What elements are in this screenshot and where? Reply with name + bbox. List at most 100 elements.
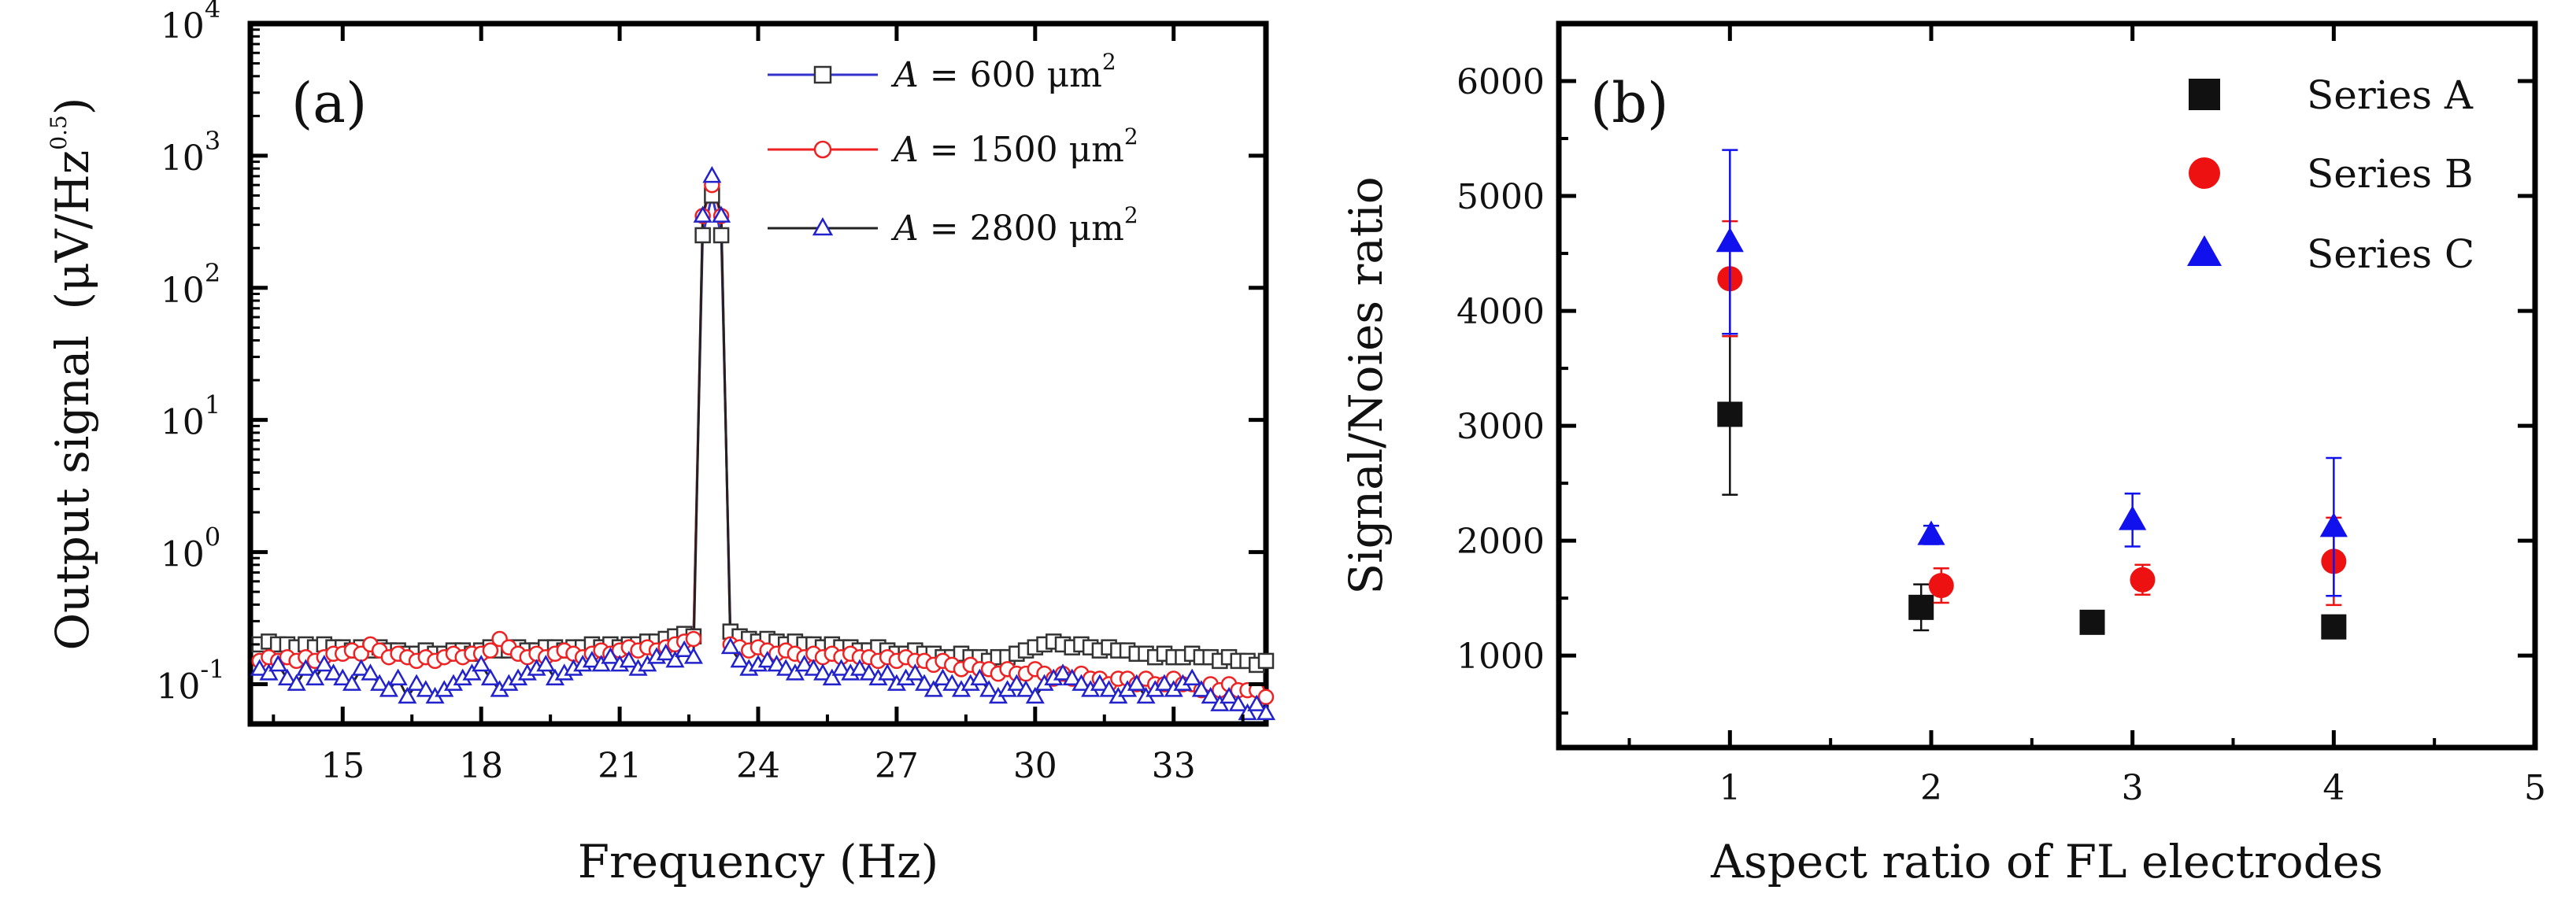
chart-a-x-tick-label: 18 (459, 746, 503, 786)
chart-a-point (296, 659, 316, 676)
chart-b-point (1715, 227, 1744, 253)
chart-a-point (1099, 680, 1119, 697)
chart-b-y-tick-label: 5000 (1456, 177, 1545, 217)
chart-a-point (656, 643, 675, 661)
chart-a-point (472, 655, 491, 672)
chart-a-y-tick-label: 10-1 (156, 654, 224, 707)
chart-a-point (268, 655, 288, 672)
chart-a-point (407, 674, 427, 691)
chart-a-legend-label-1: A = 1500 μm2 (890, 124, 1138, 170)
chart-a-y-tick-label: 104 (161, 0, 220, 46)
chart-b-point (2321, 614, 2347, 640)
svg-text:Output signal (μV/Hz0.: Output signal (μV/Hz0.5) (46, 98, 99, 651)
chart-a-point (767, 655, 786, 672)
chart-b-legend-label-2: Series C (2307, 231, 2474, 277)
chart-a-x-tick-label: 15 (320, 746, 365, 786)
chart-a-point (1191, 680, 1211, 697)
chart-a-point (665, 651, 685, 668)
chart-b-panel-label: (b) (1590, 71, 1668, 135)
chart-b-legend-marker-2 (2187, 235, 2222, 266)
chart-b-plot-frame (1556, 20, 2538, 751)
chart-b-y-axis-label: Signal/Noies ratio (1339, 176, 1393, 594)
chart-b-legend-label-1: Series B (2307, 151, 2474, 197)
chart-b-x-tick-label: 2 (1920, 768, 1942, 808)
chart-a-point (1220, 686, 1239, 704)
chart-a-x-tick-label: 24 (736, 746, 780, 786)
chart-a-point (601, 647, 620, 664)
chart-a-point (712, 205, 731, 223)
chart-a-axes: 15 18 21 24 27 30 33 10-1 100 101 102 103 104 (156, 0, 1266, 786)
chart-a-point (314, 655, 334, 672)
chart-a-legend-label-2: A = 2800 μm2 (890, 202, 1138, 249)
chart-a-y-axis-label: Output signal (μV/Hz0.5) (46, 98, 99, 651)
chart-a-point (287, 674, 306, 691)
chart-a-plot-frame (247, 20, 1269, 727)
chart-a-series-line-1 (259, 180, 1267, 698)
chart-a-legend-label-0: A = 600 μm2 (890, 49, 1116, 95)
chart-a-point (536, 655, 556, 672)
chart-a-point (757, 651, 777, 668)
chart-a-series-markers-1 (251, 176, 1275, 705)
chart-a-y-tick-label: 100 (161, 522, 220, 575)
chart-a-y-tick-label: 101 (161, 390, 220, 443)
chart-a-point (923, 680, 943, 697)
chart-a-point (259, 663, 279, 681)
chart-a-point (804, 659, 824, 676)
chart-b-point (2079, 609, 2105, 635)
chart-a-point (361, 663, 380, 681)
chart-a-x-tick-label: 27 (875, 746, 919, 786)
chart-a-series-markers-0 (251, 187, 1275, 674)
chart-b-y-tick-label: 3000 (1456, 407, 1545, 447)
chart-a-point (859, 663, 879, 681)
chart-b-point (2319, 512, 2348, 537)
chart-a-point (813, 663, 833, 681)
chart-a-point (250, 659, 269, 676)
chart-a-point (1257, 652, 1275, 670)
chart-b-axes: 1 2 3 4 5 1000 2000 3000 4000 5000 6000 (1456, 24, 2546, 808)
chart-a-y-label-text: Output signal (46, 335, 99, 650)
chart-b-series-0 (1717, 333, 2347, 640)
chart-a-point (1183, 668, 1202, 685)
chart-a-point (685, 630, 702, 648)
chart-a-point (305, 668, 325, 685)
chart-b-x-tick-label: 4 (2322, 768, 2345, 808)
chart-a-point (979, 680, 999, 697)
chart-b-data-layer (1715, 149, 2348, 640)
chart-a-point (277, 668, 297, 685)
chart-a-legend: A = 600 μm2 A = 1500 μm2 A = 2800 μm2 (768, 49, 1138, 249)
chart-a-point (683, 647, 703, 664)
chart-a-point (776, 659, 796, 676)
chart-b-x-tick-label: 3 (2122, 768, 2144, 808)
chart-b-series-1 (1717, 220, 2347, 607)
chart-a-y-label-unit-close: ) (46, 98, 99, 116)
chart-a-data-layer (250, 166, 1276, 721)
chart-a-point (388, 668, 408, 685)
chart-a-point (379, 680, 398, 697)
chart-a-point (342, 674, 362, 691)
chart-a-point (619, 651, 638, 668)
chart-a-point (1154, 674, 1175, 691)
chart-b-point (2119, 505, 2147, 530)
chart-b-legend: Series A Series B Series C (2187, 72, 2474, 277)
chart-a-point (1007, 674, 1027, 691)
chart-a-point (693, 205, 712, 223)
chart-a-point (831, 659, 851, 676)
chart-b-x-axis-label: Aspect ratio of FL electrodes (1710, 835, 2383, 888)
chart-a-point (712, 227, 730, 244)
chart-b-y-tick-label: 1000 (1456, 637, 1545, 677)
chart-b-legend-marker-1 (2189, 157, 2220, 189)
chart-a-point (1228, 694, 1248, 711)
chart-a-point (970, 668, 990, 685)
chart-b-y-tick-label: 6000 (1456, 62, 1545, 102)
chart-a-y-label-unit: (μV/Hz (46, 150, 99, 310)
chart-a-point (730, 651, 749, 668)
chart-b: 1 2 3 4 5 1000 2000 3000 4000 5000 6000 (b) Aspect… (1339, 20, 2546, 888)
chart-a-legend-marker-2 (812, 216, 834, 236)
chart-a-point (878, 663, 898, 681)
chart-a-point (324, 663, 343, 681)
chart-a-point (822, 668, 842, 685)
chart-a-x-tick-label: 33 (1152, 746, 1196, 786)
chart-a-point (1025, 686, 1045, 704)
chart-a-point (480, 668, 500, 685)
chart-a-point (482, 642, 499, 659)
